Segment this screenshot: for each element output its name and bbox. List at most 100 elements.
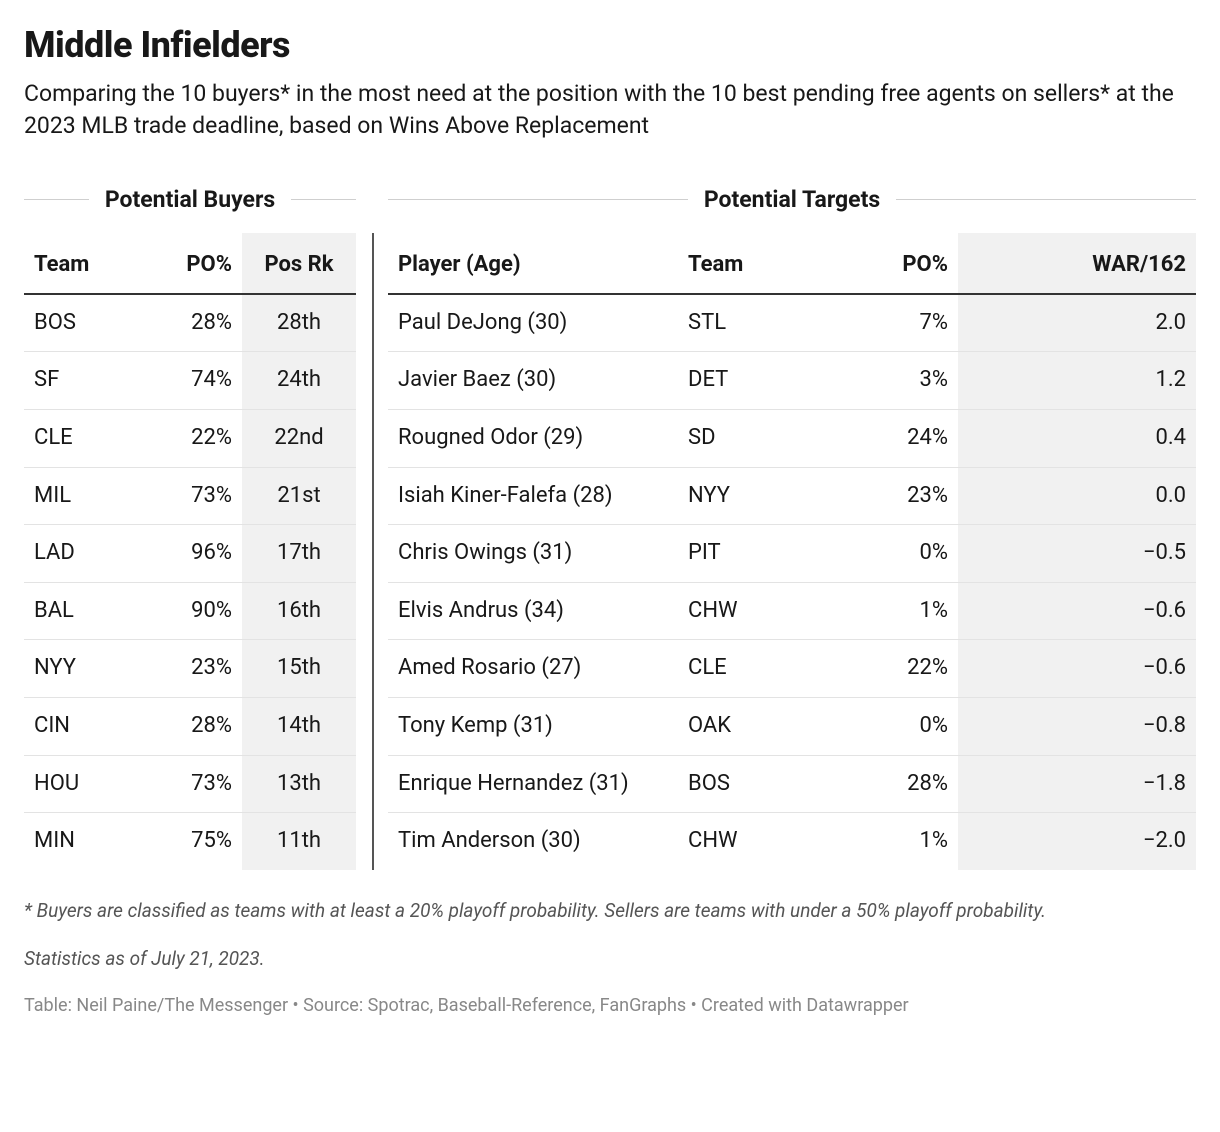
cell-target-player: Amed Rosario (27): [388, 640, 678, 698]
table-row: NYY23%15thAmed Rosario (27)CLE22%−0.6: [24, 640, 1196, 698]
cell-target-po: 1%: [818, 582, 958, 640]
table-header-row: Team PO% Pos Rk Player (Age) Team PO% WA…: [24, 233, 1196, 294]
col-header-target-war: WAR/162: [958, 233, 1196, 294]
cell-target-po: 0%: [818, 525, 958, 583]
rule-line: [896, 199, 1196, 200]
cell-buyer-rk: 15th: [242, 640, 356, 698]
col-divider: [356, 582, 388, 640]
group-label-buyers: Potential Buyers: [89, 186, 291, 213]
footnote-definition: * Buyers are classified as teams with at…: [24, 898, 1196, 925]
cell-buyer-po: 73%: [142, 755, 242, 813]
cell-target-team: NYY: [678, 467, 818, 525]
cell-target-war: −2.0: [958, 813, 1196, 870]
cell-buyer-po: 75%: [142, 813, 242, 870]
cell-buyer-po: 73%: [142, 467, 242, 525]
cell-buyer-po: 96%: [142, 525, 242, 583]
cell-target-war: 1.2: [958, 352, 1196, 410]
cell-target-team: STL: [678, 294, 818, 352]
cell-target-war: −0.6: [958, 582, 1196, 640]
page-subtitle: Comparing the 10 buyers* in the most nee…: [24, 78, 1196, 142]
cell-buyer-team: HOU: [24, 755, 142, 813]
cell-buyer-rk: 28th: [242, 294, 356, 352]
col-divider: [356, 410, 388, 468]
cell-target-player: Elvis Andrus (34): [388, 582, 678, 640]
cell-buyer-po: 22%: [142, 410, 242, 468]
cell-target-war: 0.0: [958, 467, 1196, 525]
table-credit: Table: Neil Paine/The Messenger • Source…: [24, 995, 1196, 1016]
group-header-buyers: Potential Buyers: [24, 186, 356, 213]
cell-buyer-rk: 22nd: [242, 410, 356, 468]
col-divider: [356, 467, 388, 525]
cell-target-po: 0%: [818, 698, 958, 756]
cell-buyer-rk: 13th: [242, 755, 356, 813]
cell-buyer-rk: 11th: [242, 813, 356, 870]
cell-buyer-po: 90%: [142, 582, 242, 640]
cell-buyer-rk: 16th: [242, 582, 356, 640]
cell-target-player: Javier Baez (30): [388, 352, 678, 410]
cell-target-team: PIT: [678, 525, 818, 583]
col-divider: [356, 698, 388, 756]
group-header-row: Potential Buyers Potential Targets: [24, 186, 1196, 213]
cell-target-team: SD: [678, 410, 818, 468]
cell-buyer-team: CLE: [24, 410, 142, 468]
rule-line: [388, 199, 688, 200]
cell-target-player: Paul DeJong (30): [388, 294, 678, 352]
col-header-buyer-po: PO%: [142, 233, 242, 294]
table-row: CIN28%14thTony Kemp (31)OAK0%−0.8: [24, 698, 1196, 756]
col-header-target-team: Team: [678, 233, 818, 294]
cell-target-war: −0.5: [958, 525, 1196, 583]
table-body: BOS28%28thPaul DeJong (30)STL7%2.0SF74%2…: [24, 294, 1196, 870]
table-row: BOS28%28thPaul DeJong (30)STL7%2.0: [24, 294, 1196, 352]
col-divider: [356, 640, 388, 698]
cell-target-po: 22%: [818, 640, 958, 698]
cell-buyer-team: MIN: [24, 813, 142, 870]
cell-target-team: CHW: [678, 813, 818, 870]
cell-target-war: −0.6: [958, 640, 1196, 698]
cell-target-player: Isiah Kiner-Falefa (28): [388, 467, 678, 525]
cell-buyer-team: LAD: [24, 525, 142, 583]
cell-target-po: 1%: [818, 813, 958, 870]
col-header-target-po: PO%: [818, 233, 958, 294]
cell-target-po: 24%: [818, 410, 958, 468]
col-header-target-player: Player (Age): [388, 233, 678, 294]
footnote-asof: Statistics as of July 21, 2023.: [24, 946, 1196, 973]
comparison-table: Team PO% Pos Rk Player (Age) Team PO% WA…: [24, 233, 1196, 869]
cell-target-player: Rougned Odor (29): [388, 410, 678, 468]
col-header-buyer-team: Team: [24, 233, 142, 294]
cell-target-player: Enrique Hernandez (31): [388, 755, 678, 813]
cell-target-po: 3%: [818, 352, 958, 410]
cell-buyer-team: NYY: [24, 640, 142, 698]
table-row: LAD96%17thChris Owings (31)PIT0%−0.5: [24, 525, 1196, 583]
col-header-buyer-rk: Pos Rk: [242, 233, 356, 294]
cell-target-po: 28%: [818, 755, 958, 813]
table-row: BAL90%16thElvis Andrus (34)CHW1%−0.6: [24, 582, 1196, 640]
cell-buyer-rk: 24th: [242, 352, 356, 410]
cell-target-player: Tim Anderson (30): [388, 813, 678, 870]
cell-target-war: 0.4: [958, 410, 1196, 468]
cell-target-team: DET: [678, 352, 818, 410]
cell-buyer-rk: 21st: [242, 467, 356, 525]
cell-target-war: 2.0: [958, 294, 1196, 352]
cell-target-war: −0.8: [958, 698, 1196, 756]
rule-line: [291, 199, 356, 200]
cell-target-team: CLE: [678, 640, 818, 698]
cell-target-po: 7%: [818, 294, 958, 352]
col-divider: [356, 755, 388, 813]
group-label-targets: Potential Targets: [688, 186, 896, 213]
cell-target-po: 23%: [818, 467, 958, 525]
cell-target-war: −1.8: [958, 755, 1196, 813]
cell-buyer-po: 28%: [142, 294, 242, 352]
cell-buyer-po: 74%: [142, 352, 242, 410]
col-divider: [356, 233, 388, 294]
cell-target-team: BOS: [678, 755, 818, 813]
page-title: Middle Infielders: [24, 24, 1196, 66]
col-divider: [356, 525, 388, 583]
cell-buyer-team: MIL: [24, 467, 142, 525]
cell-target-player: Tony Kemp (31): [388, 698, 678, 756]
cell-buyer-team: BAL: [24, 582, 142, 640]
table-row: SF74%24thJavier Baez (30)DET3%1.2: [24, 352, 1196, 410]
table-row: CLE22%22nd Rougned Odor (29)SD24%0.4: [24, 410, 1196, 468]
cell-buyer-team: CIN: [24, 698, 142, 756]
cell-target-player: Chris Owings (31): [388, 525, 678, 583]
col-divider: [356, 813, 388, 870]
